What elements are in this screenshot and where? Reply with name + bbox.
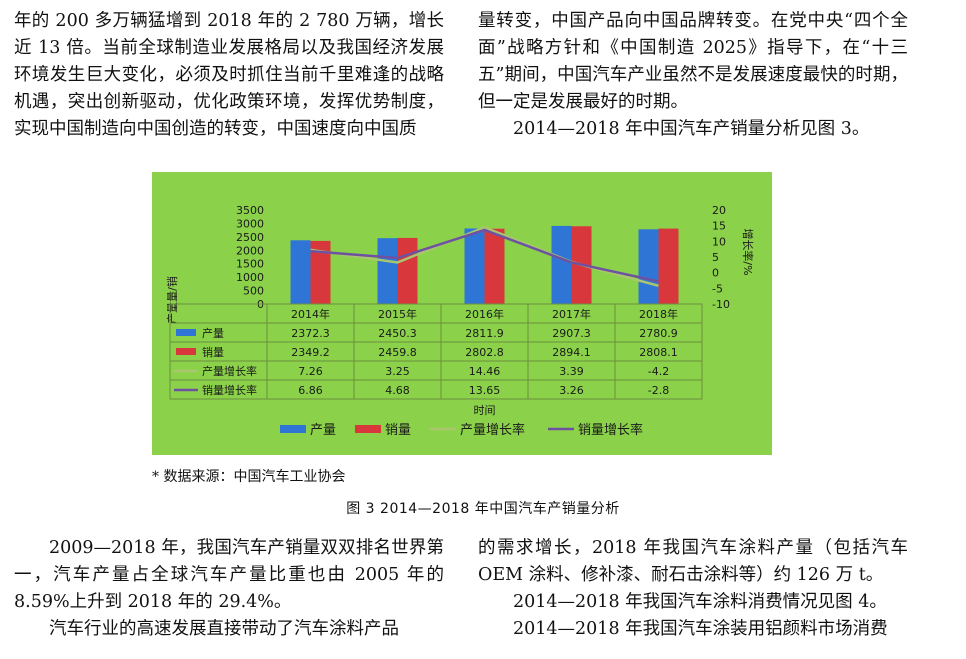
table-cell: 3.39 xyxy=(559,365,584,378)
legend-label: 销量 xyxy=(385,423,411,438)
y-tick-label: 1500 xyxy=(236,258,264,271)
y-tick-label: 2500 xyxy=(236,231,264,244)
line-sales-growth xyxy=(310,228,659,283)
legend-label: 产量增长率 xyxy=(460,422,525,438)
x-axis-title: 时间 xyxy=(474,404,496,417)
x-tick-label: 2016年 xyxy=(465,307,504,321)
bar-sales xyxy=(658,228,679,304)
y2-tick-label: -10 xyxy=(712,298,730,311)
table-cell: 4.68 xyxy=(385,384,410,397)
x-tick-label: 2017年 xyxy=(552,307,591,321)
paragraph: 2009—2018 年，我国汽车产销量双双排名世界第一，汽车产量占全球汽车产量比… xyxy=(14,538,444,612)
legend-key-1 xyxy=(355,425,381,433)
bar-production xyxy=(551,225,572,304)
table-series-name: 产量 xyxy=(202,326,224,340)
y2-tick-label: 10 xyxy=(712,235,726,248)
table-cell: 2894.1 xyxy=(552,346,591,359)
text-column-top-right: 量转变，中国产品向中国品牌转变。在党中央“四个全面”战略方针和《中国制造 202… xyxy=(478,8,908,143)
chart-svg: 350030002500200015001000500020151050-5-1… xyxy=(165,204,755,438)
table-series-name: 销量增长率 xyxy=(202,383,257,397)
table-cell: -4.2 xyxy=(648,365,669,378)
table-cell: 2907.3 xyxy=(552,327,591,340)
y2-tick-label: 15 xyxy=(712,220,726,233)
table-cell: 2450.3 xyxy=(378,327,417,340)
table-cell: 3.26 xyxy=(559,384,584,397)
bar-production xyxy=(377,238,398,304)
table-series-name: 销量 xyxy=(202,345,224,359)
table-legend-key xyxy=(176,348,196,355)
paragraph: 的需求增长，2018 年我国汽车涂料产量（包括汽车 OEM 涂料、修补漆、耐石击… xyxy=(478,538,908,585)
table-cell: 2349.2 xyxy=(291,346,330,359)
x-tick-label: 2015年 xyxy=(378,307,417,321)
table-cell: 7.26 xyxy=(298,365,323,378)
y-tick-label: 3500 xyxy=(236,204,264,217)
table-cell: 2780.9 xyxy=(639,327,678,340)
paragraph: 量转变，中国产品向中国品牌转变。在党中央“四个全面”战略方针和《中国制造 202… xyxy=(478,11,908,112)
paragraph: 汽车行业的高速发展直接带动了汽车涂料产品 xyxy=(49,619,399,639)
text-column-bottom-left: 2009—2018 年，我国汽车产销量双双排名世界第一，汽车产量占全球汽车产量比… xyxy=(14,535,444,643)
paragraph: 2014—2018 年我国汽车涂装用铝颜料市场消费 xyxy=(513,619,888,639)
x-tick-label: 2018年 xyxy=(639,307,678,321)
data-table-frame xyxy=(169,303,703,400)
table-cell: 14.46 xyxy=(469,365,501,378)
table-series-name: 产量增长率 xyxy=(202,364,257,378)
y-tick-label: 2000 xyxy=(236,244,264,257)
paragraph: 2014—2018 年中国汽车产销量分析见图 3。 xyxy=(513,119,870,139)
table-cell: 2802.8 xyxy=(465,346,504,359)
bar-sales xyxy=(484,228,505,304)
table-cell: 2459.8 xyxy=(378,346,417,359)
table-cell: 13.65 xyxy=(469,384,501,397)
figure-caption: 图 3 2014—2018 年中国汽车产销量分析 xyxy=(346,501,620,517)
text-column-top-left: 年的 200 多万辆猛增到 2018 年的 2 780 万辆，增长近 13 倍。… xyxy=(14,8,444,143)
y-tick-label: 3000 xyxy=(236,217,264,230)
table-cell: 3.25 xyxy=(385,365,410,378)
text-column-bottom-right: 的需求增长，2018 年我国汽车涂料产量（包括汽车 OEM 涂料、修补漆、耐石击… xyxy=(478,535,908,643)
figure-3-chart: 3500 3000 2500 2000 1500 1000 500 0 20 15 10 5 0 -5 -1… xyxy=(152,172,772,455)
y-axis-title: 产量量/销 xyxy=(165,276,179,324)
y-tick-label: 1000 xyxy=(236,271,264,284)
bar-production xyxy=(290,240,311,304)
bar-production xyxy=(638,229,659,304)
bar-sales xyxy=(397,237,418,304)
data-source-note: * 数据来源：中国汽车工业协会 xyxy=(152,469,346,485)
table-cell: 2808.1 xyxy=(639,346,678,359)
table-cell: -2.8 xyxy=(648,384,669,397)
y-tick-label: 500 xyxy=(243,285,264,298)
legend-label: 销量增长率 xyxy=(578,422,643,438)
paragraph: 2014—2018 年我国汽车涂料消费情况见图 4。 xyxy=(513,592,887,612)
y2-tick-label: 5 xyxy=(712,251,719,264)
paragraph: 年的 200 多万辆猛增到 2018 年的 2 780 万辆，增长近 13 倍。… xyxy=(14,11,444,139)
y2-tick-label: -5 xyxy=(712,282,723,295)
bar-production xyxy=(464,228,485,304)
bar-sales xyxy=(310,240,331,304)
table-cell: 2372.3 xyxy=(291,327,330,340)
table-cell: 6.86 xyxy=(298,384,323,397)
y2-axis-title: 增长率/% xyxy=(741,228,755,275)
table-legend-key xyxy=(176,329,196,336)
x-tick-label: 2014年 xyxy=(291,307,330,321)
y2-tick-label: 0 xyxy=(712,267,719,280)
legend-key-0 xyxy=(280,425,306,433)
table-cell: 2811.9 xyxy=(465,327,504,340)
y2-tick-label: 20 xyxy=(712,204,726,217)
legend-label: 产量 xyxy=(310,423,336,438)
